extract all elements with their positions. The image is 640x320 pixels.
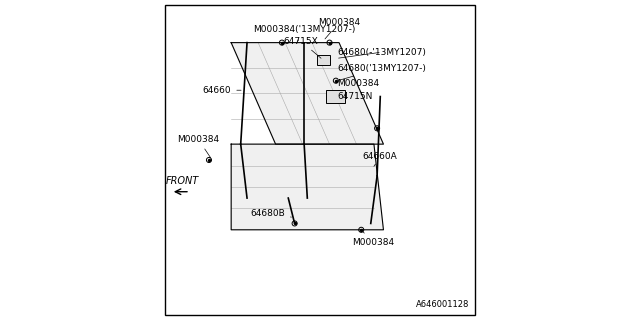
Text: FRONT: FRONT	[165, 176, 198, 186]
Text: M000384: M000384	[337, 79, 380, 88]
Text: 64680(-'13MY1207): 64680(-'13MY1207)	[337, 48, 426, 58]
Text: M000384: M000384	[177, 135, 220, 158]
Text: M000384: M000384	[319, 18, 360, 39]
Bar	[326, 90, 346, 103]
Text: 64660: 64660	[203, 86, 241, 95]
Text: 64715X: 64715X	[284, 36, 321, 58]
Text: 64660A: 64660A	[363, 152, 397, 166]
Text: 64715N: 64715N	[337, 92, 373, 101]
Bar	[317, 55, 330, 65]
Text: 64680B: 64680B	[250, 209, 291, 219]
Text: M000384: M000384	[352, 232, 394, 247]
Text: A646001128: A646001128	[416, 300, 469, 309]
Text: 64680('13MY1207-): 64680('13MY1207-)	[337, 63, 426, 80]
Polygon shape	[231, 144, 383, 230]
Polygon shape	[231, 43, 383, 144]
Text: M000384('13MY1207-): M000384('13MY1207-)	[253, 25, 356, 41]
